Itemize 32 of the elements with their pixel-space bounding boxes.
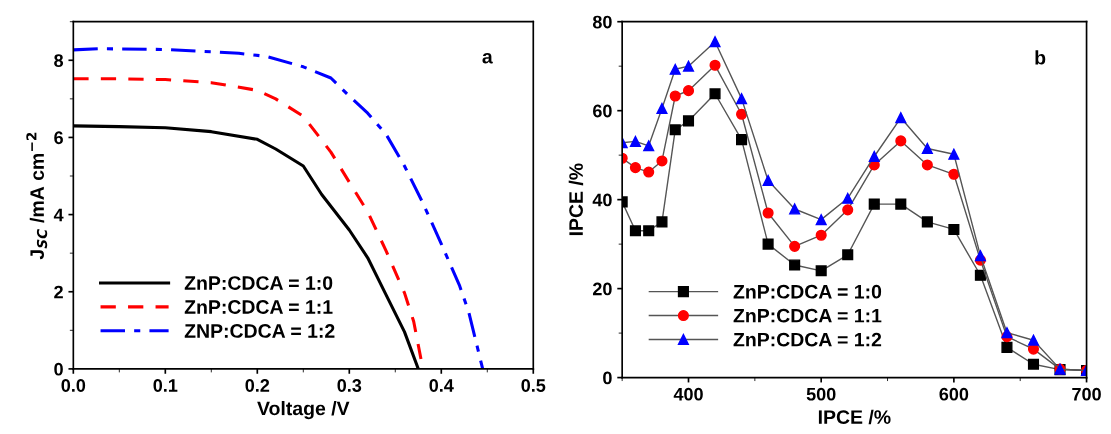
x-tick-label: 0.5 <box>521 379 546 392</box>
y-tick-label: 40 <box>592 193 612 207</box>
legend-label: ZnP:CDCA = 1:1 <box>733 308 882 323</box>
x-tick-label: 0.4 <box>429 379 454 392</box>
y-tick-label: 0 <box>54 362 63 376</box>
legend-label: ZnP:CDCA = 1:1 <box>184 300 333 314</box>
y-axis-title: IPCE /% <box>568 163 584 236</box>
legend-label: ZnP:CDCA = 1:0 <box>733 284 882 299</box>
y-tick-label: 4 <box>53 208 64 222</box>
y-tick-label: 80 <box>592 15 612 29</box>
legend-label: ZnP:CDCA = 1:0 <box>184 276 333 290</box>
x-tick-label: 500 <box>806 387 836 401</box>
x-tick-label: 0.3 <box>337 379 362 392</box>
x-tick-label: 700 <box>1072 387 1101 401</box>
x-tick-label: 0.0 <box>61 379 86 392</box>
y-tick-label: 8 <box>54 54 64 67</box>
legend-label: ZnP:CDCA = 1:2 <box>733 332 882 347</box>
x-tick-label: 0.2 <box>245 379 270 392</box>
y-tick-label: 60 <box>593 104 612 118</box>
y-tick-label: 6 <box>54 131 63 145</box>
y-tick-label: 20 <box>592 282 612 296</box>
y-axis-title: J$_{SC}$ /mA cm$^{−2}$ <box>26 132 48 260</box>
x-tick-label: 400 <box>673 387 703 401</box>
x-tick-label: 0.1 <box>153 379 178 392</box>
x-axis-title: Voltage /V <box>257 401 350 420</box>
y-tick-label: 0 <box>603 371 612 385</box>
annotation: a <box>482 52 493 64</box>
annotation: b <box>1035 50 1046 65</box>
x-axis-title: IPCE /% <box>818 409 891 425</box>
x-tick-label: 600 <box>939 387 969 401</box>
y-tick-label: 2 <box>54 285 63 299</box>
legend-label: ZNP:CDCA = 1:2 <box>184 324 335 338</box>
